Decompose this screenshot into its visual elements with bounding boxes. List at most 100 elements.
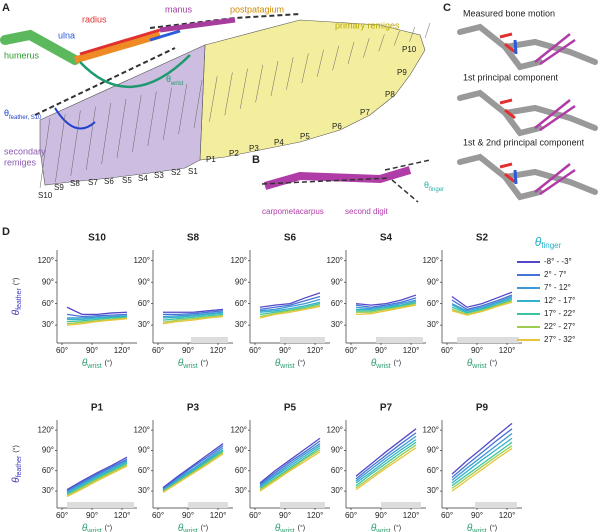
x-tick-label: 60° xyxy=(441,511,453,520)
series-line xyxy=(66,317,128,325)
feather-label: P1 xyxy=(206,155,216,164)
x-tick-label: 90° xyxy=(375,346,387,355)
label: remiges xyxy=(4,157,37,167)
series-line xyxy=(451,422,513,475)
series-line xyxy=(356,302,417,312)
series-line xyxy=(355,428,417,477)
x-tick-label: 120° xyxy=(210,511,227,520)
y-tick-label: 30° xyxy=(138,486,150,495)
feather-label: P5 xyxy=(300,132,310,141)
y-tick-label: 120° xyxy=(133,425,150,434)
series-line xyxy=(355,444,417,489)
bone-motion xyxy=(534,33,576,66)
series-line xyxy=(259,301,321,313)
axis-label-part: (°) xyxy=(298,359,305,367)
series-line xyxy=(259,305,321,319)
skeleton xyxy=(457,23,598,71)
x-tick-label: 60° xyxy=(441,346,453,355)
series-line xyxy=(66,456,128,491)
chart-title: S10 xyxy=(88,233,106,244)
label: second digit xyxy=(345,207,388,216)
series-line xyxy=(163,308,224,313)
axis-label-part: (°) xyxy=(105,524,112,532)
y-tick-label: 120° xyxy=(230,256,247,265)
feather-label: S4 xyxy=(138,174,148,183)
series-line xyxy=(162,312,224,319)
axis-label-part: wrist xyxy=(182,528,197,532)
y-tick-label: 30° xyxy=(235,320,247,329)
axis-label: θfeather (°) xyxy=(11,445,23,483)
chart-title: S8 xyxy=(187,233,200,244)
feather-shaft xyxy=(132,95,142,153)
series-line xyxy=(66,316,128,323)
feather-shaft xyxy=(116,98,127,159)
bone-motion xyxy=(513,169,518,185)
legend-label: -8° - -3° xyxy=(544,257,572,266)
series-line xyxy=(66,458,128,492)
series-line xyxy=(67,315,128,319)
series-line xyxy=(162,315,224,323)
x-tick-label: 90° xyxy=(86,511,98,520)
axis-label-part: wrist xyxy=(86,363,101,370)
feather-label: S2 xyxy=(171,168,181,177)
feather-shaft xyxy=(378,34,385,52)
feather-label: P3 xyxy=(249,144,259,153)
axis-label: θwrist (°) xyxy=(275,358,305,370)
axis-label: θwrist (°) xyxy=(178,523,208,532)
feather-shaft xyxy=(70,110,81,177)
legend-title-part: θ xyxy=(535,235,542,249)
feather-shaft xyxy=(255,64,264,103)
y-tick-label: 90° xyxy=(138,446,150,455)
axis-label-part: θ xyxy=(371,358,377,369)
y-tick-label: 30° xyxy=(331,320,343,329)
series-line xyxy=(259,303,321,316)
axis-label: θwrist (°) xyxy=(467,523,497,532)
panel-label: C xyxy=(443,2,451,14)
x-tick-label: 120° xyxy=(403,511,420,520)
feather-label: S10 xyxy=(38,191,53,200)
bone-motion xyxy=(534,163,576,196)
x-tick-label: 90° xyxy=(279,346,291,355)
feather-shaft xyxy=(332,45,340,71)
series-line xyxy=(451,437,513,484)
wing-drawing xyxy=(0,13,431,189)
series-line xyxy=(66,460,128,493)
series-line xyxy=(259,447,321,489)
axis-label-part: θ xyxy=(467,358,473,369)
x-tick-label: 90° xyxy=(375,511,387,520)
series-line xyxy=(259,443,321,487)
y-tick-label: 120° xyxy=(326,425,343,434)
series-line xyxy=(355,297,417,308)
feather-label: P4 xyxy=(274,138,284,147)
x-tick-label: 60° xyxy=(249,346,261,355)
feather-shaft xyxy=(193,79,203,129)
axis-label-part: θ xyxy=(275,358,281,369)
y-tick-label: 90° xyxy=(331,446,343,455)
highlight-range xyxy=(381,502,421,508)
y-tick-label: 60° xyxy=(427,466,439,475)
y-tick-label: 90° xyxy=(235,446,247,455)
feather-label: S3 xyxy=(154,171,164,180)
feather-label: P9 xyxy=(397,68,407,77)
axis-label-part: wrist xyxy=(279,363,294,370)
feather-shaft xyxy=(424,22,431,39)
chart-title: S4 xyxy=(380,233,393,244)
axis-label: θwrist (°) xyxy=(275,523,305,532)
axis-label-part: θ xyxy=(467,523,473,532)
humerus-bone xyxy=(0,29,80,65)
series-line xyxy=(451,433,513,481)
series-line xyxy=(355,304,417,316)
x-tick-label: 60° xyxy=(345,511,357,520)
axis-label-part: wrist xyxy=(279,528,294,532)
feather-label: P6 xyxy=(332,122,342,131)
label: humerus xyxy=(4,50,40,60)
chart-title: S2 xyxy=(476,233,489,244)
chart-title: S6 xyxy=(284,233,297,244)
series-line xyxy=(66,318,128,326)
feather-shaft xyxy=(316,49,324,77)
y-tick-label: 120° xyxy=(133,256,150,265)
skeleton xyxy=(457,153,598,201)
hand-bone xyxy=(263,166,412,190)
radius-bone xyxy=(79,28,161,56)
axis-label-part: θ xyxy=(11,477,22,483)
